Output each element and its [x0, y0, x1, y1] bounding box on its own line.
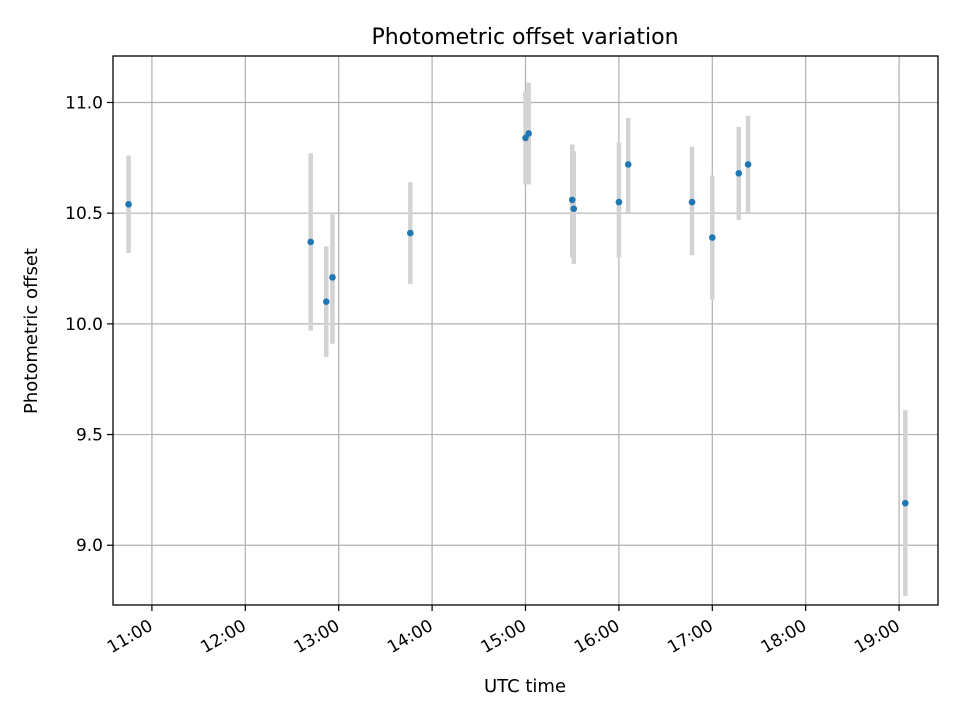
data-point: [525, 130, 532, 137]
x-tick-label: 18:00: [758, 616, 810, 658]
x-tick-label: 19:00: [851, 616, 903, 658]
tick-layer: 11:00 12:00 13:00 14:00 15:00 16:00 17:00 18:00…: [65, 93, 903, 657]
x-tick-label: 14:00: [384, 616, 436, 658]
data-point: [615, 198, 623, 206]
x-tick-label: 13:00: [291, 616, 343, 658]
chart-title: Photometric offset variation: [371, 25, 678, 50]
data-point: [688, 198, 696, 206]
x-tick-label: 16:00: [571, 616, 623, 658]
data-point: [735, 170, 743, 177]
point-layer: [125, 130, 909, 507]
data-point: [624, 161, 632, 168]
x-tick-label: 15:00: [478, 616, 530, 658]
y-tick-label: 10.5: [65, 204, 103, 224]
data-point: [125, 201, 132, 208]
y-tick-label: 11.0: [65, 93, 103, 113]
y-axis-label: Photometric offset: [21, 248, 42, 414]
data-point: [744, 161, 752, 168]
data-point: [322, 298, 330, 306]
data-point: [568, 196, 576, 204]
y-tick-label: 10.0: [65, 315, 103, 335]
x-tick-label: 11:00: [104, 616, 156, 658]
data-point: [329, 274, 336, 281]
data-point: [708, 234, 716, 241]
data-point: [407, 229, 414, 237]
data-point: [570, 205, 578, 213]
x-axis-label: UTC time: [484, 676, 566, 697]
y-tick-label: 9.0: [76, 536, 103, 556]
data-point: [902, 499, 909, 507]
x-tick-label: 12:00: [197, 616, 249, 658]
y-tick-label: 9.5: [76, 426, 103, 446]
x-tick-label: 17:00: [664, 616, 716, 658]
data-point: [307, 238, 314, 246]
